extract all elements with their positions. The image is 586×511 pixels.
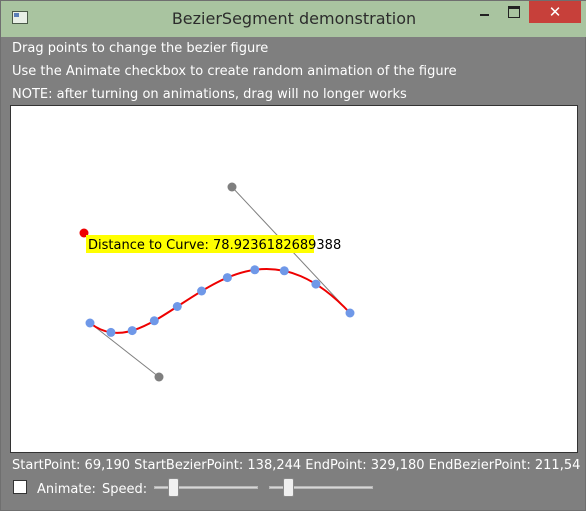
speed-slider-1[interactable]: [154, 478, 258, 498]
instruction-note: NOTE: after turning on animations, drag …: [12, 87, 407, 102]
curve-sample-point: [127, 326, 137, 336]
start-bezier-point[interactable]: [154, 372, 164, 382]
animate-checkbox[interactable]: [13, 480, 27, 494]
curve-sample-point: [197, 286, 207, 296]
speed-slider-2[interactable]: [269, 478, 373, 498]
close-button[interactable]: ✕: [529, 1, 581, 23]
distance-label-background: [86, 235, 314, 253]
bezier-drawing[interactable]: Distance to Curve: 78.9236182689388: [11, 106, 577, 452]
slider-thumb[interactable]: [168, 478, 179, 497]
start-point[interactable]: [85, 318, 95, 328]
slider-thumb[interactable]: [283, 478, 294, 497]
curve-sample-point: [149, 316, 159, 326]
slider-track: [269, 486, 373, 489]
curve-sample-point: [172, 302, 182, 311]
maximize-button[interactable]: [500, 1, 527, 23]
maximize-icon: [507, 6, 520, 18]
curve-sample-point: [279, 266, 289, 276]
instruction-animate: Use the Animate checkbox to create rando…: [12, 64, 457, 79]
close-icon: ✕: [548, 3, 562, 21]
minimize-icon: [480, 14, 489, 16]
end-bezier-point[interactable]: [227, 182, 237, 192]
distance-label: Distance to Curve: 78.9236182689388: [88, 238, 341, 253]
end-point[interactable]: [345, 308, 355, 318]
curve-sample-points: [106, 265, 321, 337]
window-title: BezierSegment demonstration: [171, 9, 417, 28]
curve-sample-point: [222, 273, 232, 283]
start-handle-line: [89, 322, 160, 378]
curve-sample-point: [106, 327, 116, 337]
status-text: StartPoint: 69,190 StartBezierPoint: 138…: [12, 458, 581, 473]
curve-sample-point: [311, 279, 321, 289]
bezier-curve: [89, 268, 351, 334]
bezier-canvas[interactable]: Distance to Curve: 78.9236182689388: [10, 105, 578, 453]
speed-label: Speed:: [102, 482, 148, 497]
title-bar[interactable]: BezierSegment demonstration ✕: [1, 1, 586, 37]
slider-track: [154, 486, 258, 489]
app-window-icon[interactable]: [12, 11, 28, 24]
instruction-drag: Drag points to change the bezier figure: [12, 41, 269, 56]
curve-sample-point: [250, 265, 260, 275]
animate-label: Animate:: [37, 482, 96, 497]
minimize-button[interactable]: [471, 1, 498, 23]
